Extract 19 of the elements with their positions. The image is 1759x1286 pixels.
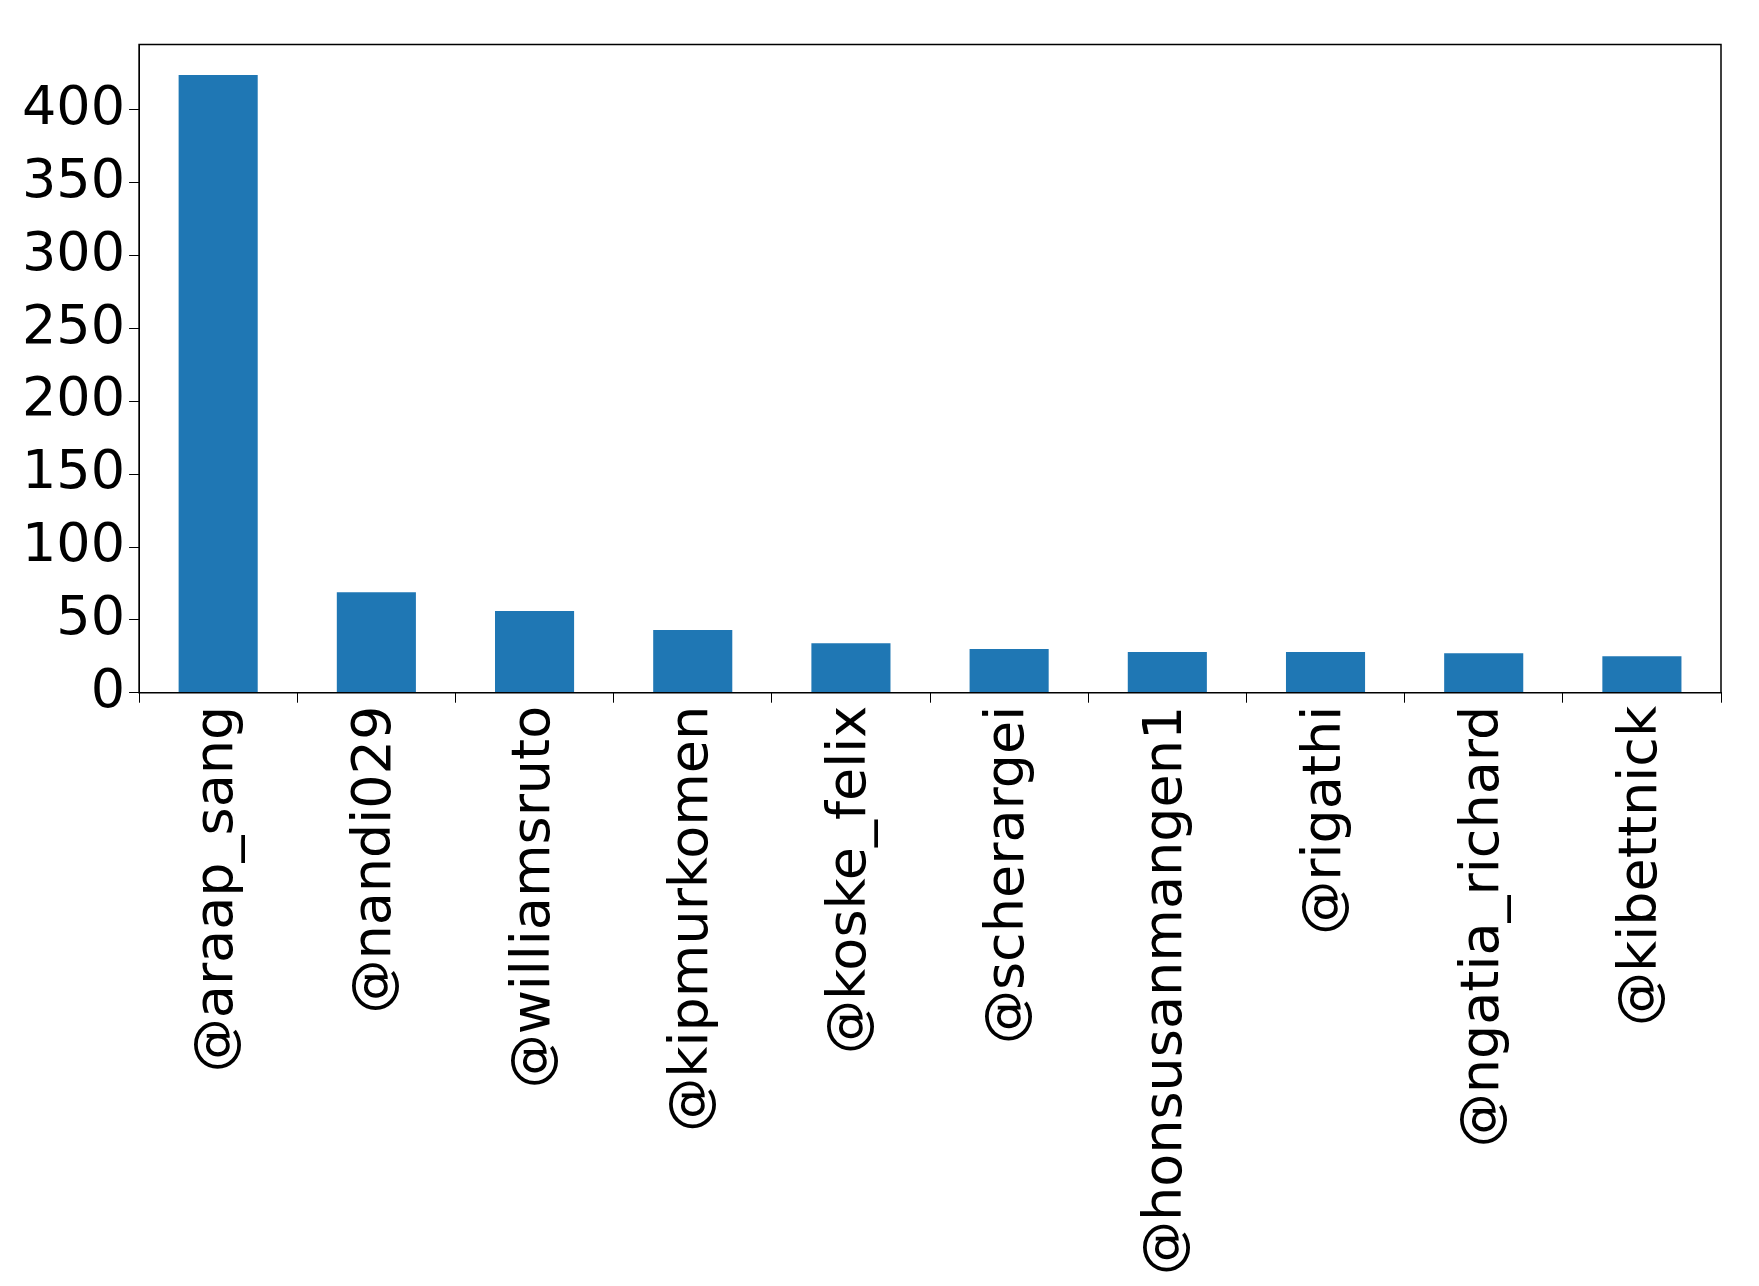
x-tick-label: @araap_sang <box>182 705 246 1073</box>
y-tick-label: 300 <box>21 219 126 283</box>
y-tick-label: 150 <box>21 438 126 502</box>
y-tick-label: 0 <box>90 656 126 720</box>
y-tick-label: 400 <box>21 73 126 137</box>
y-tick-label: 350 <box>21 146 126 210</box>
y-tick-label: 200 <box>21 365 126 429</box>
x-tick-label: @kipmurkomen <box>656 705 720 1132</box>
x-tick-label: @kibettnick <box>1605 704 1669 1027</box>
x-tick-label: @honsusanmangen1 <box>1131 705 1195 1275</box>
x-tick-label: @koske_felix <box>814 705 878 1054</box>
x-tick-label: @scherargei <box>973 705 1037 1045</box>
x-tick-label: @nandi029 <box>340 705 404 1014</box>
y-tick-label: 100 <box>21 511 126 575</box>
x-tick-label: @ngatia_richard <box>1447 705 1511 1148</box>
x-tick-label: @williamsruto <box>498 705 562 1089</box>
x-tick-label: @rigathi <box>1289 705 1353 935</box>
y-tick-label: 50 <box>56 583 126 647</box>
y-tick-label: 250 <box>21 292 126 356</box>
